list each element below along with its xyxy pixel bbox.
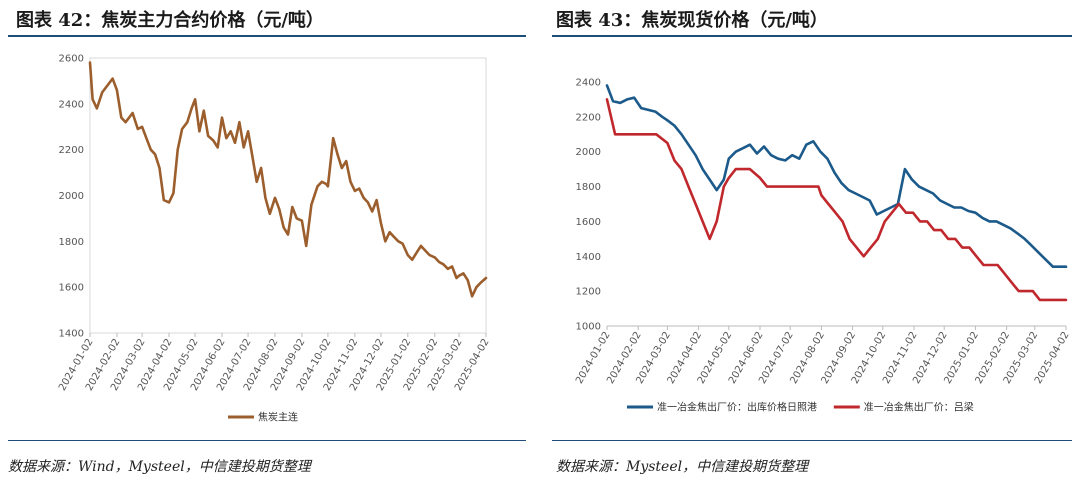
y-tick-label: 2400 [59, 99, 84, 110]
y-tick-label: 1000 [576, 322, 601, 333]
series-line-1 [605, 84, 1068, 268]
left-title-rule [8, 35, 526, 37]
y-tick-label: 1200 [576, 287, 601, 298]
series-line-2 [605, 98, 1068, 302]
y-tick-label: 1600 [576, 217, 601, 228]
legend-label-2: 准一冶金焦出厂价：吕梁 [864, 401, 974, 414]
y-tick-label: 2200 [59, 145, 84, 156]
left-line-chart: 14001600180020002200240026002024-01-0220… [57, 54, 492, 424]
right-line-chart: 100012001400160018002000220024002024-01-… [574, 78, 1072, 414]
y-tick-label: 2200 [576, 112, 601, 123]
y-tick-label: 1800 [59, 237, 84, 248]
plot-area-frame [89, 57, 487, 334]
y-tick-label: 1800 [576, 182, 601, 193]
y-tick-label: 2000 [59, 191, 84, 202]
y-tick-label: 1600 [59, 283, 84, 294]
right-source-note: 数据来源：Mysteel，中信建投期货整理 [556, 459, 809, 475]
right-footer-rule [552, 440, 1072, 441]
right-chart-title: 图表 43：焦炭现货价格（元/吨） [556, 10, 828, 31]
left-chart-title: 图表 42：焦炭主力合约价格（元/吨） [16, 10, 324, 31]
x-tick-label: 2025-04-02 [1033, 330, 1072, 386]
y-tick-label: 2000 [576, 147, 601, 158]
y-tick-label: 2600 [59, 54, 84, 65]
y-tick-label: 1400 [576, 252, 601, 263]
left-source-note: 数据来源：Wind，Mysteel，中信建投期货整理 [8, 459, 311, 475]
right-title-rule [552, 35, 1072, 37]
legend-label-1: 焦炭主连 [258, 411, 298, 424]
series-line-1 [88, 61, 488, 298]
y-tick-label: 1400 [59, 329, 84, 340]
y-tick-label: 2400 [576, 78, 601, 89]
legend-label-1: 准一冶金焦出厂价：出库价格日照港 [657, 401, 817, 414]
left-footer-rule [8, 440, 526, 441]
